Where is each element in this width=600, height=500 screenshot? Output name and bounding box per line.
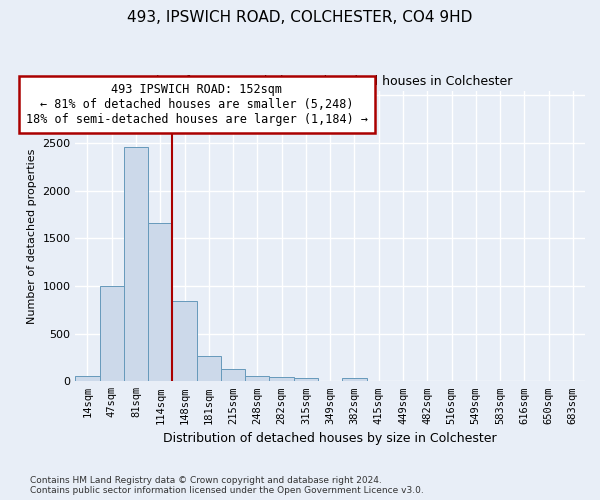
Y-axis label: Number of detached properties: Number of detached properties <box>27 148 37 324</box>
Bar <box>124 147 148 382</box>
Bar <box>197 356 221 382</box>
Text: Contains HM Land Registry data © Crown copyright and database right 2024.
Contai: Contains HM Land Registry data © Crown c… <box>30 476 424 495</box>
Text: 493, IPSWICH ROAD, COLCHESTER, CO4 9HD: 493, IPSWICH ROAD, COLCHESTER, CO4 9HD <box>127 10 473 25</box>
Bar <box>269 378 294 382</box>
Bar <box>75 376 100 382</box>
Bar <box>342 378 367 382</box>
Bar <box>172 301 197 382</box>
Bar <box>294 378 318 382</box>
X-axis label: Distribution of detached houses by size in Colchester: Distribution of detached houses by size … <box>163 432 497 445</box>
Bar <box>100 286 124 382</box>
Text: 493 IPSWICH ROAD: 152sqm
← 81% of detached houses are smaller (5,248)
18% of sem: 493 IPSWICH ROAD: 152sqm ← 81% of detach… <box>26 84 368 126</box>
Bar <box>245 376 269 382</box>
Bar <box>221 370 245 382</box>
Bar <box>148 223 172 382</box>
Title: Size of property relative to detached houses in Colchester: Size of property relative to detached ho… <box>148 75 512 88</box>
